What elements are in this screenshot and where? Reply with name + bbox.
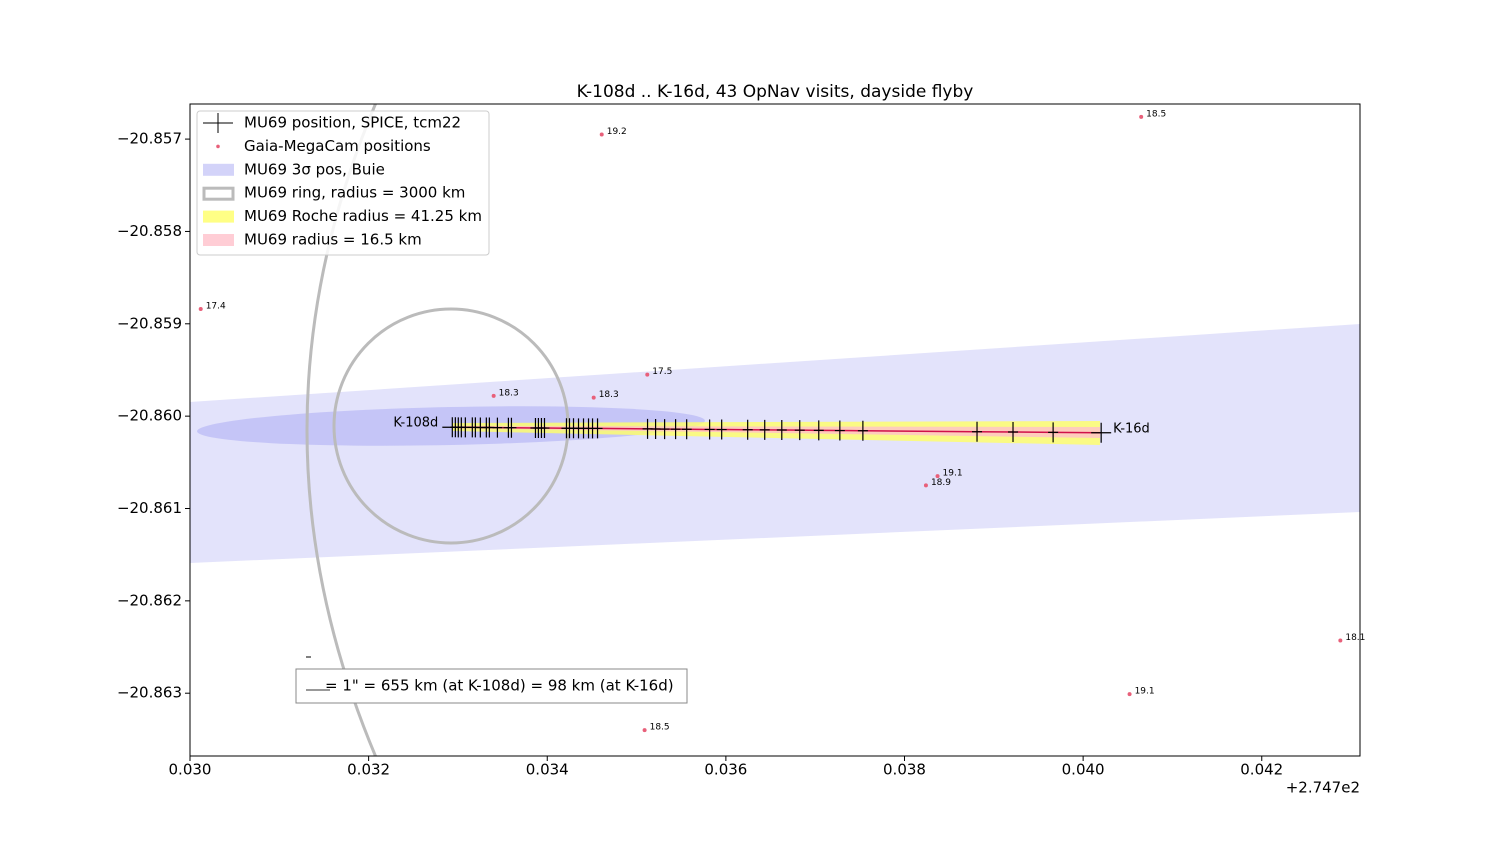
y-tick-label: −20.858 [117, 222, 182, 240]
position-cross [1008, 422, 1019, 443]
star-magnitude: 18.9 [931, 478, 951, 488]
x-offset-label: +2.747e2 [1286, 779, 1360, 797]
star-point [599, 132, 604, 137]
y-tick-label: −20.863 [117, 684, 182, 702]
x-tick-label: 0.036 [704, 761, 747, 779]
legend-label: MU69 radius = 16.5 km [244, 231, 422, 249]
x-tick-label: 0.034 [526, 761, 569, 779]
star-point [591, 395, 596, 400]
legend-symbol [203, 113, 233, 133]
y-tick-label: −20.861 [117, 499, 182, 517]
legend-label: MU69 Roche radius = 41.25 km [244, 207, 482, 225]
x-tick-label: 0.038 [883, 761, 926, 779]
scale-note-box: = 1" = 655 km (at K-108d) = 98 km (at K-… [295, 656, 688, 704]
legend-label: MU69 position, SPICE, tcm22 [244, 114, 461, 132]
position-cross [670, 419, 681, 440]
position-cross [813, 420, 824, 441]
star-point [1127, 692, 1132, 697]
star-point [1139, 114, 1144, 119]
star-magnitude: 18.3 [499, 388, 519, 398]
x-tick-label: 0.040 [1062, 761, 1105, 779]
position-cross [506, 417, 517, 438]
star-magnitude: 17.4 [206, 302, 226, 312]
sigma-band [190, 324, 1360, 563]
star-point [491, 393, 496, 398]
star-magnitude: 18.5 [650, 723, 670, 733]
y-tick-label: −20.859 [117, 314, 182, 332]
y-tick-label: −20.857 [117, 130, 182, 148]
star-magnitude: 19.1 [1135, 687, 1155, 697]
scale-box [295, 668, 688, 704]
position-cross [704, 419, 715, 440]
legend: MU69 position, SPICE, tcm22 Gaia-MegaCam … [196, 110, 490, 256]
y-tick-label: −20.862 [117, 591, 182, 609]
star-magnitude: 18.5 [1146, 109, 1166, 119]
star-magnitude: 19.1 [943, 469, 963, 479]
start-label: K-108d [393, 416, 438, 431]
star-point [1338, 638, 1343, 643]
star-point [935, 474, 940, 479]
position-cross [794, 420, 805, 441]
scale-note: = 1" = 655 km (at K-108d) = 98 km (at K-… [325, 677, 674, 695]
star-magnitude: 18.3 [599, 390, 619, 400]
star-magnitude: 17.5 [652, 367, 672, 377]
position-cross [834, 420, 845, 441]
position-cross [650, 418, 661, 439]
position-cross [592, 418, 603, 439]
position-cross [716, 419, 727, 440]
position-cross [539, 418, 550, 439]
x-tick-label: 0.030 [169, 761, 212, 779]
legend-symbol [203, 163, 234, 176]
plot-frame [189, 103, 1361, 757]
legend-symbol [203, 210, 234, 223]
x-tick-label: 0.032 [347, 761, 390, 779]
y-tick-label: −20.860 [117, 407, 182, 425]
position-cross [759, 419, 770, 440]
position-cross [1091, 422, 1112, 443]
legend-label: MU69 ring, radius = 3000 km [244, 184, 465, 202]
legend-symbol [203, 234, 234, 246]
position-cross [776, 420, 787, 440]
star-point [642, 728, 647, 733]
plot-marks: 18.519.217.417.518.3 18.319.118.918.119.1… [198, 109, 1365, 733]
x-tick-label: 0.042 [1240, 761, 1283, 779]
legend-label: MU69 3σ pos, Buie [244, 160, 385, 178]
position-cross [742, 419, 753, 440]
end-label: K-16d [1113, 421, 1150, 436]
legend-box [196, 110, 490, 256]
position-cross [492, 417, 503, 438]
legend-symbol [216, 144, 220, 149]
position-cross [972, 421, 983, 442]
star-point [198, 307, 203, 312]
legend-label: Gaia-MegaCam positions [244, 137, 431, 155]
star-magnitude: 18.1 [1345, 633, 1365, 643]
star-point [923, 483, 928, 488]
star-point [645, 372, 650, 377]
chart-title: K-108d .. K-16d, 43 OpNav visits, daysid… [577, 82, 974, 102]
position-cross [659, 419, 670, 440]
position-cross [1048, 422, 1059, 443]
star-magnitude: 19.2 [607, 127, 627, 137]
legend-symbol [202, 186, 235, 201]
position-cross [681, 419, 692, 440]
position-cross [857, 420, 868, 441]
